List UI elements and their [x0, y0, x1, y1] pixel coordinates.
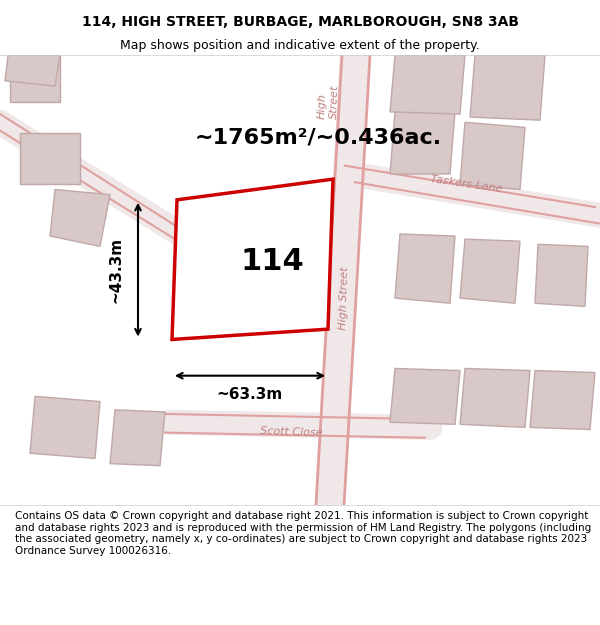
Text: ~1765m²/~0.436ac.: ~1765m²/~0.436ac. [195, 127, 442, 148]
Polygon shape [470, 55, 545, 120]
Polygon shape [535, 244, 588, 306]
Polygon shape [460, 369, 530, 428]
Text: Scott Close: Scott Close [260, 426, 323, 439]
Text: ~43.3m: ~43.3m [109, 237, 124, 302]
Polygon shape [530, 371, 595, 429]
Text: 114: 114 [241, 248, 304, 276]
Text: Contains OS data © Crown copyright and database right 2021. This information is : Contains OS data © Crown copyright and d… [15, 511, 591, 556]
Text: Map shows position and indicative extent of the property.: Map shows position and indicative extent… [120, 39, 480, 51]
Polygon shape [30, 396, 100, 459]
Text: ~63.3m: ~63.3m [217, 387, 283, 402]
Polygon shape [50, 189, 110, 246]
Polygon shape [20, 132, 80, 184]
Text: High Street: High Street [338, 266, 350, 330]
Text: High
Street: High Street [317, 84, 340, 119]
Polygon shape [390, 55, 465, 114]
Polygon shape [5, 55, 60, 86]
Polygon shape [172, 179, 333, 339]
Polygon shape [395, 234, 455, 303]
Polygon shape [10, 55, 60, 101]
Polygon shape [110, 410, 165, 466]
Polygon shape [460, 239, 520, 303]
Text: Taskers Lane: Taskers Lane [430, 174, 503, 194]
Text: 114, HIGH STREET, BURBAGE, MARLBOROUGH, SN8 3AB: 114, HIGH STREET, BURBAGE, MARLBOROUGH, … [82, 16, 518, 29]
Polygon shape [460, 122, 525, 189]
Polygon shape [390, 369, 460, 424]
Polygon shape [390, 112, 455, 174]
